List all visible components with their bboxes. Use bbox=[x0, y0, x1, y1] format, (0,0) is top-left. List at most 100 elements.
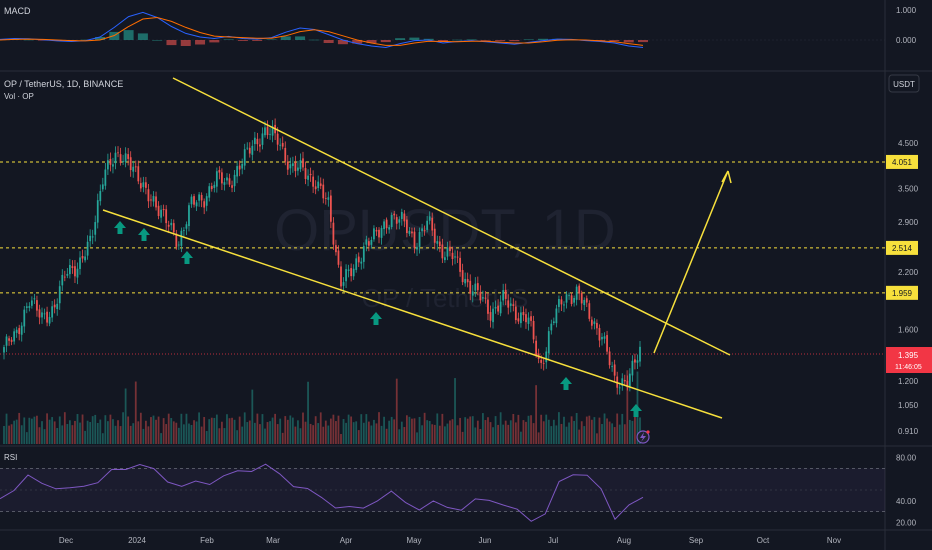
candle-body bbox=[593, 321, 596, 324]
volume-bar bbox=[598, 417, 601, 444]
volume-bar bbox=[380, 425, 383, 444]
candle-body bbox=[517, 318, 520, 322]
volume-bar bbox=[413, 418, 416, 444]
candle-body bbox=[200, 194, 203, 201]
macd-pane[interactable] bbox=[0, 11, 885, 49]
price-axis[interactable]: 4.051 2.514 1.959 4.500 3.500 2.900 2.200 1.600… bbox=[886, 6, 919, 528]
macd-histogram-bar bbox=[180, 40, 191, 46]
symbol-title[interactable]: OP / TetherUS, 1D, BINANCE bbox=[4, 79, 123, 89]
volume-bar bbox=[145, 420, 147, 444]
candle-body bbox=[492, 308, 494, 323]
volume-bar bbox=[38, 427, 41, 444]
volume-bar bbox=[408, 416, 411, 444]
candle-body bbox=[51, 306, 54, 318]
volume-bar bbox=[15, 419, 18, 444]
volume-title[interactable]: Vol · OP bbox=[4, 92, 34, 101]
volume-bar bbox=[588, 415, 591, 444]
candle-body bbox=[550, 323, 553, 331]
currency-button[interactable] bbox=[888, 74, 920, 93]
volume-bar bbox=[231, 417, 233, 444]
volume-bar bbox=[114, 425, 117, 444]
volume-bar bbox=[626, 370, 629, 444]
volume-bar bbox=[248, 420, 251, 444]
candle-body bbox=[56, 303, 59, 310]
candle-body bbox=[23, 309, 26, 327]
volume-bar bbox=[137, 421, 140, 444]
macd-histogram-bar bbox=[395, 38, 406, 40]
volume-bar bbox=[5, 413, 8, 444]
candle-body bbox=[454, 256, 456, 258]
volume-bar bbox=[613, 427, 616, 444]
candlestick-series[interactable] bbox=[3, 118, 641, 395]
volume-bar bbox=[276, 424, 279, 444]
volume-bar bbox=[89, 422, 92, 444]
macd-histogram-bar bbox=[537, 38, 548, 40]
rsi-line bbox=[0, 463, 644, 522]
volume-bar bbox=[373, 419, 375, 444]
volume-bar bbox=[10, 424, 13, 444]
up-arrow-marker-icon bbox=[630, 404, 642, 417]
volume-bar bbox=[456, 425, 459, 444]
candle-body bbox=[476, 283, 479, 291]
volume-bar bbox=[241, 426, 244, 444]
candle-body bbox=[540, 359, 543, 363]
volume-bar bbox=[226, 414, 228, 444]
candle-body bbox=[236, 166, 239, 177]
volume-bar bbox=[172, 421, 175, 444]
candle-body bbox=[324, 198, 327, 199]
volume-bar bbox=[236, 430, 239, 444]
volume-bar bbox=[497, 424, 499, 444]
volume-bar bbox=[43, 429, 46, 444]
volume-bar bbox=[347, 414, 350, 444]
trendlines[interactable] bbox=[102, 77, 732, 419]
up-arrow-marker-icon bbox=[560, 377, 572, 390]
volume-bar bbox=[132, 423, 135, 444]
time-axis-label: 2024 bbox=[128, 536, 146, 545]
volume-bar bbox=[286, 419, 289, 444]
time-axis-label: Dec bbox=[59, 536, 73, 545]
time-axis-label: Feb bbox=[200, 536, 214, 545]
volume-bar bbox=[388, 420, 391, 444]
candle-body bbox=[228, 178, 231, 185]
candle-body bbox=[449, 246, 451, 252]
volume-bar bbox=[94, 414, 97, 444]
candle-body bbox=[180, 230, 183, 246]
volume-bar bbox=[291, 417, 294, 444]
volume-bar bbox=[233, 419, 236, 444]
macd-histogram-bar bbox=[323, 40, 334, 43]
candle-body bbox=[603, 336, 606, 339]
lightning-icon[interactable] bbox=[636, 430, 650, 444]
candle-body bbox=[461, 270, 464, 283]
candle-body bbox=[63, 276, 66, 278]
volume-bar bbox=[596, 433, 598, 444]
time-axis-label: Oct bbox=[757, 536, 770, 545]
candle-body bbox=[558, 299, 560, 307]
volume-bar bbox=[466, 418, 469, 444]
candle-body bbox=[170, 222, 173, 226]
candle-body bbox=[309, 173, 312, 176]
volume-bar bbox=[568, 422, 570, 444]
candle-body bbox=[568, 295, 570, 297]
volume-bar bbox=[585, 416, 588, 444]
volume-bar bbox=[601, 424, 603, 444]
volume-bar bbox=[479, 429, 482, 444]
candle-body bbox=[89, 235, 92, 242]
horizontal-levels[interactable] bbox=[0, 161, 885, 355]
volume-bar bbox=[611, 423, 614, 444]
volume-bar bbox=[433, 424, 436, 444]
volume-bar bbox=[464, 417, 467, 444]
time-axis[interactable]: Dec 2024 Feb Mar Apr May Jun Jul Aug Sep Oct Nov bbox=[59, 536, 841, 545]
volume-bar bbox=[484, 420, 487, 444]
rsi-pane[interactable] bbox=[0, 463, 885, 522]
volume-bar bbox=[489, 422, 492, 444]
candle-body bbox=[160, 209, 162, 218]
volume-bar bbox=[514, 422, 517, 444]
candle-body bbox=[560, 299, 563, 305]
macd-histogram-bar bbox=[609, 40, 620, 42]
up-arrow-marker-icon bbox=[181, 251, 193, 264]
volume-bar bbox=[520, 431, 522, 444]
volume-bar bbox=[142, 428, 145, 444]
candle-body bbox=[94, 222, 97, 235]
candle-body bbox=[395, 217, 398, 224]
candle-body bbox=[18, 328, 21, 335]
